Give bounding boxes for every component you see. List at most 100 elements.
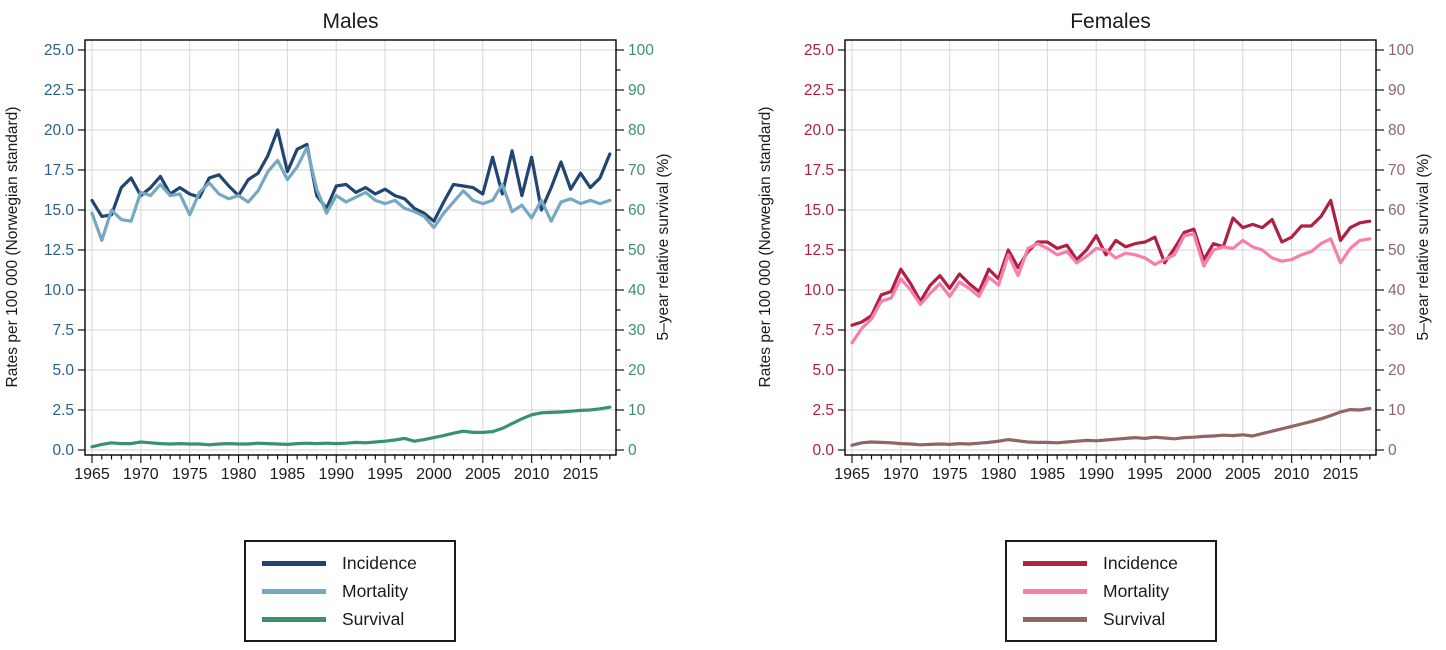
- legend-label: Incidence: [1103, 553, 1178, 573]
- x-axis-labels: 1965 1970 1975 1980 1985 1990 1995 2000 2005 2010…: [74, 466, 598, 483]
- svg-text:70: 70: [1388, 162, 1406, 179]
- svg-text:25.0: 25.0: [44, 42, 75, 59]
- svg-text:1995: 1995: [1127, 466, 1163, 483]
- svg-text:7.5: 7.5: [812, 322, 834, 339]
- svg-text:1990: 1990: [1078, 466, 1114, 483]
- incidence-line: [850, 198, 1372, 327]
- svg-text:1975: 1975: [932, 466, 968, 483]
- svg-text:20.0: 20.0: [804, 122, 835, 139]
- x-axis-labels: 1965 1970 1975 1980 1985 1990 1995 2000 2005 2010…: [834, 466, 1358, 483]
- gridlines: [85, 40, 616, 455]
- mortality-line: [90, 146, 612, 242]
- svg-text:1995: 1995: [367, 466, 403, 483]
- svg-text:1980: 1980: [981, 466, 1017, 483]
- svg-text:20: 20: [1388, 362, 1406, 379]
- svg-text:2005: 2005: [465, 466, 501, 483]
- mortality-line-swatch: [1023, 588, 1087, 594]
- legend-label: Survival: [1103, 609, 1166, 629]
- females-chart: Females Rates per 100 000 (Norwegian sta…: [757, 10, 1432, 483]
- right-axis-title: 5–year relative survival (%): [655, 154, 672, 341]
- right-axis: 0 10 20 30 40 50 60 70 80 90 100: [1376, 42, 1414, 459]
- svg-text:10: 10: [1388, 402, 1406, 419]
- plot-border: [84, 39, 617, 456]
- svg-text:25.0: 25.0: [804, 42, 835, 59]
- svg-text:30: 30: [1388, 322, 1406, 339]
- left-axis: 0.0 2.5 5.0 7.5 10.0 12.5 15.0 17.5 20.0 22.5 25.0: [804, 42, 845, 459]
- legend-label: Mortality: [1103, 581, 1170, 601]
- svg-text:2015: 2015: [1323, 466, 1359, 483]
- svg-text:2.5: 2.5: [812, 402, 834, 419]
- plot-border: [844, 39, 1377, 456]
- svg-text:2010: 2010: [1274, 466, 1310, 483]
- svg-text:2010: 2010: [514, 466, 550, 483]
- svg-text:20.0: 20.0: [44, 122, 75, 139]
- svg-text:7.5: 7.5: [52, 322, 74, 339]
- svg-text:1970: 1970: [123, 466, 159, 483]
- legend-item-incidence: Incidence: [1023, 551, 1199, 575]
- males-panel: Males Rates per 100 000 (Norwegian stand…: [4, 10, 672, 642]
- legend-item-mortality: Mortality: [1023, 579, 1199, 603]
- chart-title: Males: [322, 10, 378, 33]
- svg-text:1965: 1965: [834, 466, 870, 483]
- svg-text:15.0: 15.0: [804, 202, 835, 219]
- svg-text:17.5: 17.5: [804, 162, 834, 179]
- survival-line-swatch: [262, 616, 326, 622]
- left-axis-title: Rates per 100 000 (Norwegian standard): [4, 107, 21, 388]
- svg-text:15.0: 15.0: [44, 202, 75, 219]
- svg-text:2015: 2015: [563, 466, 599, 483]
- svg-text:0.0: 0.0: [812, 442, 834, 459]
- svg-text:60: 60: [628, 202, 646, 219]
- incidence-line-swatch: [1023, 560, 1087, 566]
- svg-text:1985: 1985: [1030, 466, 1066, 483]
- svg-text:1990: 1990: [318, 466, 354, 483]
- survival-line: [90, 405, 612, 449]
- mortality-line-swatch: [262, 588, 326, 594]
- svg-text:22.5: 22.5: [44, 82, 74, 99]
- incidence-line: [90, 128, 612, 223]
- legend-label: Survival: [342, 609, 405, 629]
- svg-text:0: 0: [1388, 442, 1397, 459]
- males-chart: Males Rates per 100 000 (Norwegian stand…: [4, 10, 672, 483]
- svg-text:60: 60: [1388, 202, 1406, 219]
- svg-text:80: 80: [1388, 122, 1406, 139]
- svg-text:50: 50: [1388, 242, 1406, 259]
- svg-text:22.5: 22.5: [804, 82, 834, 99]
- mortality-line: [850, 232, 1372, 345]
- legend-label: Incidence: [342, 553, 417, 573]
- svg-text:80: 80: [628, 122, 646, 139]
- legend-item-survival: Survival: [1023, 607, 1199, 631]
- left-axis: 0.0 2.5 5.0 7.5 10.0 12.5 15.0 17.5 20.0 22.5 25.0: [44, 42, 85, 459]
- svg-text:1985: 1985: [270, 466, 306, 483]
- svg-text:90: 90: [1388, 82, 1406, 99]
- svg-text:2000: 2000: [1176, 466, 1212, 483]
- plot-area: 1965 1970 1975 1980 1985 1990 1995 2000 2005 2010…: [44, 39, 654, 483]
- svg-text:1970: 1970: [883, 466, 919, 483]
- svg-text:70: 70: [628, 162, 646, 179]
- svg-text:1965: 1965: [74, 466, 110, 483]
- svg-text:17.5: 17.5: [44, 162, 74, 179]
- right-axis-title: 5–year relative survival (%): [1415, 154, 1432, 341]
- svg-text:40: 40: [628, 282, 646, 299]
- x-axis-ticks: [91, 455, 611, 463]
- left-axis-title: Rates per 100 000 (Norwegian standard): [757, 107, 774, 388]
- svg-text:2005: 2005: [1225, 466, 1261, 483]
- svg-text:5.0: 5.0: [812, 362, 834, 379]
- x-axis-ticks: [851, 455, 1371, 463]
- survival-line-swatch: [1023, 616, 1087, 622]
- svg-text:30: 30: [628, 322, 646, 339]
- svg-text:2.5: 2.5: [52, 402, 74, 419]
- svg-text:1975: 1975: [172, 466, 208, 483]
- plot-area: 1965 1970 1975 1980 1985 1990 1995 2000 2005 2010…: [804, 39, 1414, 483]
- legend: Incidence Mortality Survival: [244, 540, 456, 642]
- legend-label: Mortality: [342, 581, 409, 601]
- svg-text:100: 100: [1388, 42, 1414, 59]
- svg-text:90: 90: [628, 82, 646, 99]
- svg-text:5.0: 5.0: [52, 362, 74, 379]
- svg-text:1980: 1980: [221, 466, 257, 483]
- svg-text:12.5: 12.5: [804, 242, 834, 259]
- legend-item-mortality: Mortality: [262, 579, 438, 603]
- survival-line: [850, 406, 1372, 447]
- svg-text:100: 100: [628, 42, 654, 59]
- females-panel: Females Rates per 100 000 (Norwegian sta…: [723, 0, 1446, 650]
